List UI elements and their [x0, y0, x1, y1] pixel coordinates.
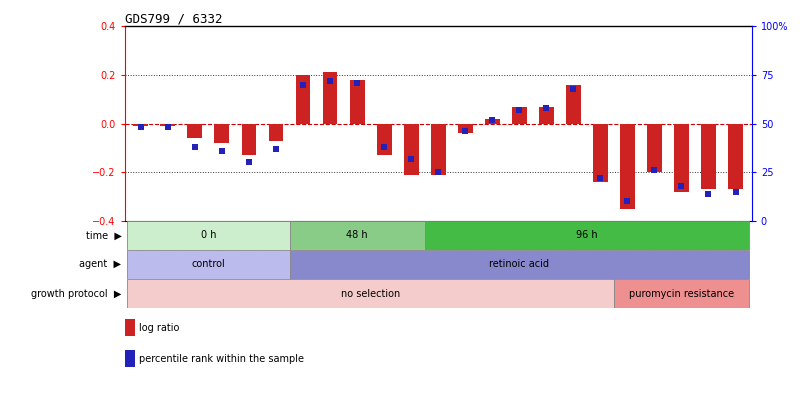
Point	[675, 183, 687, 189]
Point	[593, 175, 606, 181]
Bar	[268, 124, 283, 141]
Bar	[322, 72, 337, 124]
Point	[728, 188, 741, 195]
Point	[243, 159, 255, 166]
FancyBboxPatch shape	[613, 279, 748, 308]
Bar	[187, 124, 202, 138]
Point	[377, 144, 390, 150]
Point	[324, 77, 336, 84]
Point	[296, 81, 309, 88]
Bar	[430, 124, 445, 175]
Point	[485, 116, 498, 123]
Bar	[700, 124, 715, 189]
Bar	[457, 124, 472, 133]
Point	[431, 169, 444, 175]
Point	[404, 155, 417, 162]
Bar	[124, 350, 134, 367]
Bar	[728, 124, 742, 189]
Bar	[565, 85, 580, 124]
Text: time  ▶: time ▶	[85, 230, 121, 240]
Point	[539, 105, 552, 111]
Bar	[484, 119, 499, 124]
Text: 48 h: 48 h	[346, 230, 368, 240]
Point	[647, 167, 660, 173]
Point	[215, 147, 228, 154]
FancyBboxPatch shape	[127, 221, 289, 250]
Text: 0 h: 0 h	[201, 230, 216, 240]
Bar	[512, 107, 526, 124]
Bar	[538, 107, 553, 124]
Point	[350, 79, 363, 86]
Point	[512, 107, 525, 113]
FancyBboxPatch shape	[127, 250, 289, 279]
Bar	[241, 124, 256, 155]
Bar	[673, 124, 688, 192]
FancyBboxPatch shape	[289, 221, 424, 250]
Text: log ratio: log ratio	[138, 323, 179, 333]
Text: retinoic acid: retinoic acid	[489, 260, 548, 269]
Bar	[592, 124, 607, 182]
Text: puromycin resistance: puromycin resistance	[628, 289, 733, 298]
Point	[188, 144, 201, 150]
Bar	[646, 124, 661, 172]
Text: GDS799 / 6332: GDS799 / 6332	[124, 12, 222, 25]
FancyBboxPatch shape	[127, 279, 613, 308]
Text: percentile rank within the sample: percentile rank within the sample	[138, 354, 304, 364]
Point	[269, 145, 282, 152]
Bar	[403, 124, 418, 175]
Bar	[619, 124, 634, 209]
Bar	[377, 124, 391, 155]
Text: no selection: no selection	[340, 289, 400, 298]
Bar	[296, 75, 310, 124]
Point	[134, 124, 147, 131]
Text: 96 h: 96 h	[575, 230, 597, 240]
Point	[161, 124, 174, 131]
FancyBboxPatch shape	[424, 221, 748, 250]
Bar	[124, 319, 134, 336]
Bar	[214, 124, 229, 143]
Text: growth protocol  ▶: growth protocol ▶	[31, 289, 121, 298]
Bar	[133, 124, 148, 126]
Point	[459, 128, 471, 134]
Bar	[161, 124, 175, 126]
Point	[566, 85, 579, 92]
Text: agent  ▶: agent ▶	[79, 260, 121, 269]
Text: control: control	[191, 260, 225, 269]
Bar	[349, 80, 364, 124]
Point	[620, 198, 633, 205]
FancyBboxPatch shape	[289, 250, 748, 279]
Point	[701, 190, 714, 197]
